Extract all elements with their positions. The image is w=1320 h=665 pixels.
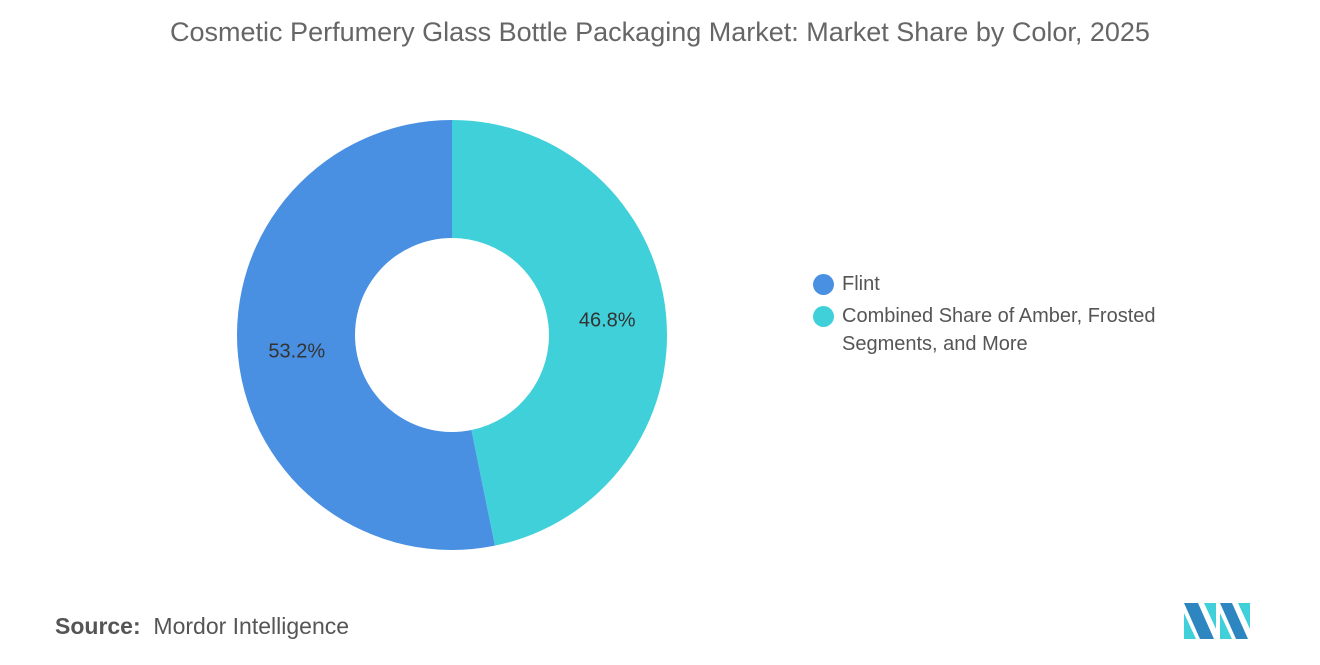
data-label-1: 53.2% xyxy=(268,341,325,363)
source-label: Source: xyxy=(55,613,141,639)
source-value: Mordor Intelligence xyxy=(153,613,350,639)
chart-title: Cosmetic Perfumery Glass Bottle Packagin… xyxy=(170,17,1150,47)
legend-label: Combined Share of Amber, Frosted Segment… xyxy=(842,305,1156,355)
data-label-0: 46.8% xyxy=(579,309,636,331)
slice-0 xyxy=(452,120,667,546)
slice-1 xyxy=(236,120,495,550)
mordor-intelligence-logo xyxy=(1184,603,1250,639)
source-note: Source: Mordor Intelligence xyxy=(55,613,349,640)
legend-label: Flint xyxy=(842,273,880,295)
legend-swatch-flint xyxy=(813,274,834,295)
legend-item-flint: Flint xyxy=(813,270,1222,298)
legend-item-combined: Combined Share of Amber, Frosted Segment… xyxy=(813,302,1222,358)
legend-swatch-combined xyxy=(813,306,834,327)
